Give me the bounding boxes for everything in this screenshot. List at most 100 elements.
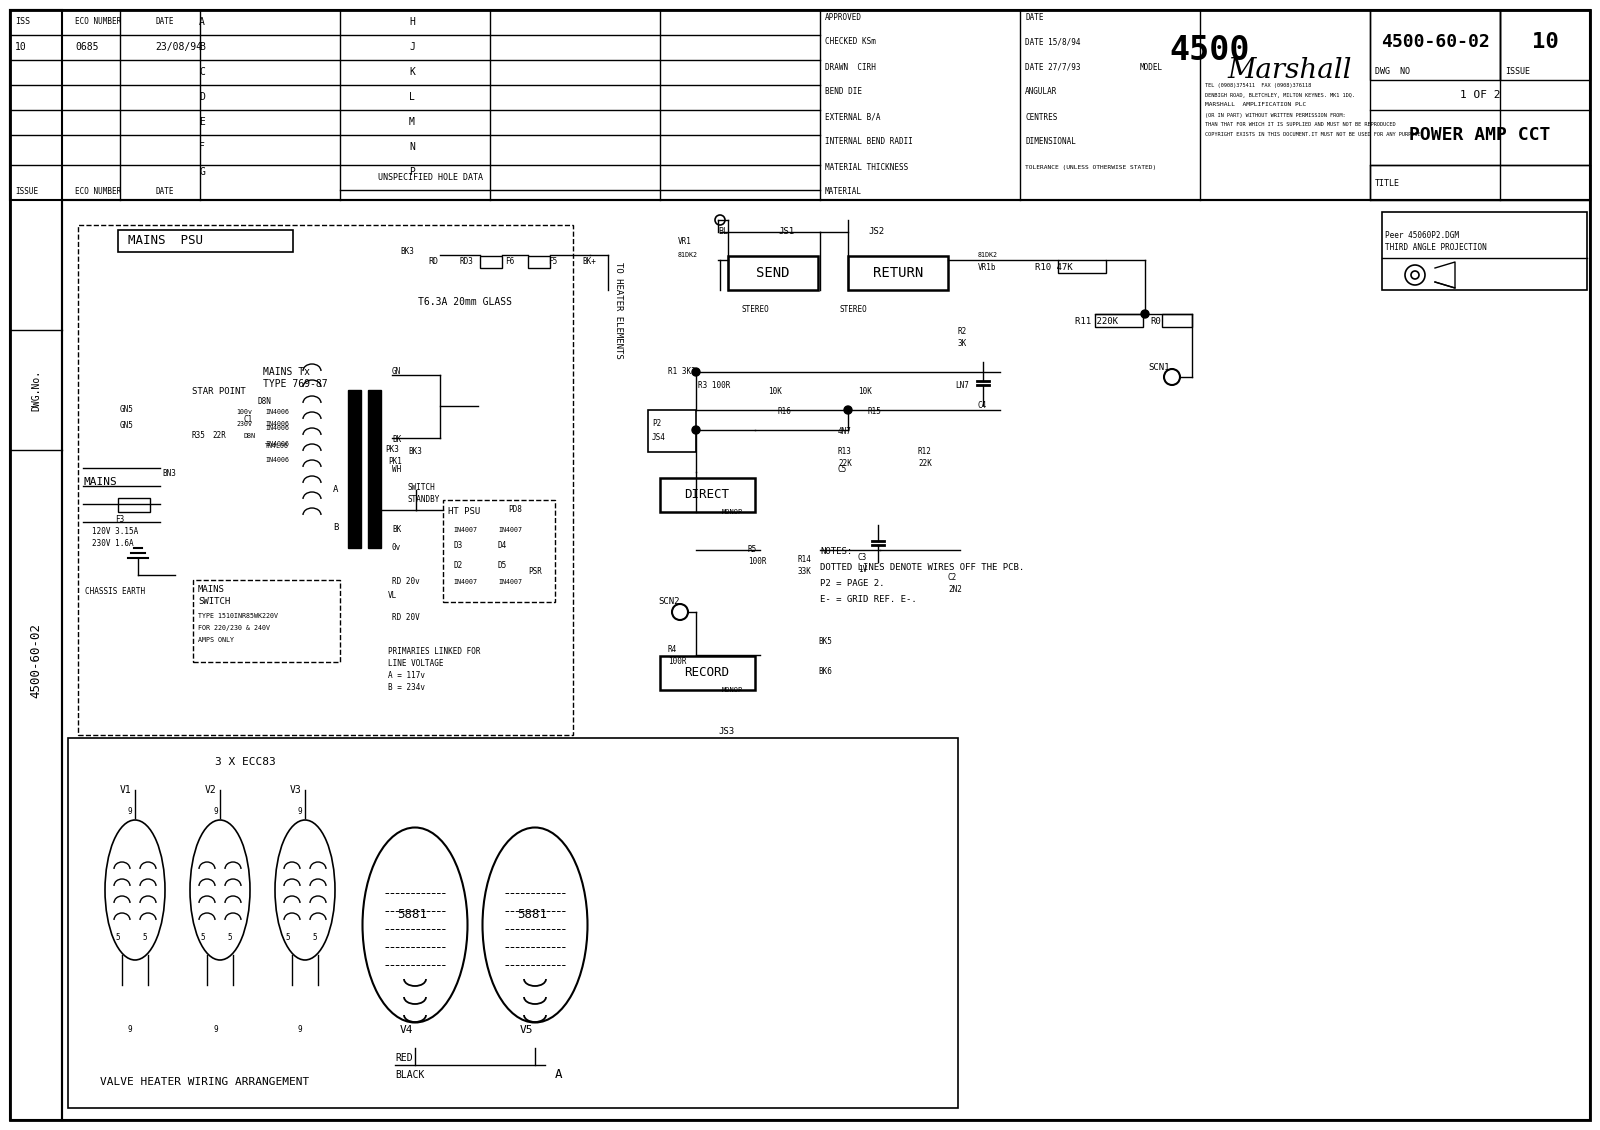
Text: 9: 9 [128,808,133,817]
Circle shape [1141,310,1149,318]
Text: 5: 5 [142,933,147,942]
Text: 9: 9 [128,1026,133,1034]
Text: M: M [410,118,414,127]
Text: VR1b: VR1b [978,263,997,272]
Text: STEREO: STEREO [742,305,770,314]
Text: JS4: JS4 [653,433,666,442]
Text: BN3: BN3 [162,469,176,478]
Text: WH: WH [392,466,402,475]
Text: 1V: 1V [858,565,867,574]
Text: IN4006: IN4006 [266,457,290,463]
Text: 9: 9 [213,1026,218,1034]
Text: F6: F6 [506,258,514,267]
Text: C4: C4 [978,400,987,409]
Text: D8N: D8N [258,398,272,407]
Text: MAINS  PSU: MAINS PSU [128,235,203,247]
Text: VR1: VR1 [678,237,691,246]
Text: JS1: JS1 [778,227,794,236]
Text: Peer 45060P2.DGM: Peer 45060P2.DGM [1386,231,1459,240]
Text: V2: V2 [205,785,216,796]
Text: PD8: PD8 [509,505,522,514]
Bar [10,10,1590,200]
Text: T6.3A 20mm GLASS: T6.3A 20mm GLASS [418,297,512,307]
Text: MAINS Tx: MAINS Tx [262,367,310,377]
Text: C: C [198,67,205,77]
Bar [661,657,755,690]
Text: BK5: BK5 [818,637,832,646]
Circle shape [845,406,851,414]
Text: MATERIAL THICKNESS: MATERIAL THICKNESS [826,163,909,172]
Bar [1382,212,1587,290]
Text: DOTTED LINES DENOTE WIRES OFF THE PCB.: DOTTED LINES DENOTE WIRES OFF THE PCB. [819,564,1024,573]
Bar [661,478,755,512]
Circle shape [691,368,701,376]
Bar [118,231,293,252]
Text: TEL (0908)375411  FAX (0908)376118: TEL (0908)375411 FAX (0908)376118 [1205,82,1312,87]
Text: G: G [198,167,205,177]
Text: MAINS: MAINS [83,477,117,487]
Text: R4: R4 [669,645,677,654]
Text: DIMENSIONAL: DIMENSIONAL [1026,138,1075,147]
Text: 5: 5 [200,933,205,942]
Bar [349,390,362,548]
Text: VL: VL [387,591,397,600]
Text: GN5: GN5 [120,406,134,415]
Text: 100v: 100v [237,409,253,415]
Text: MONOP: MONOP [722,687,744,693]
Text: R10 47K: R10 47K [1035,263,1072,272]
Text: B: B [198,42,205,52]
Text: 2N2: 2N2 [947,585,962,594]
Text: TYPE 769-87: TYPE 769-87 [262,379,328,389]
Text: B: B [333,523,338,532]
Text: DATE: DATE [1026,12,1043,21]
Text: TO HEATER ELEMENTS: TO HEATER ELEMENTS [613,262,622,358]
Text: HT PSU: HT PSU [448,507,480,516]
Text: IN4007: IN4007 [453,579,477,585]
Text: 120V 3.15A: 120V 3.15A [93,528,138,537]
Bar [648,410,696,452]
Text: A = 117v: A = 117v [387,671,426,680]
Bar [848,257,947,290]
Text: 5: 5 [227,933,232,942]
Text: JS2: JS2 [867,227,885,236]
Text: A: A [198,17,205,27]
Text: IN4007: IN4007 [453,527,477,533]
Text: RD: RD [429,258,438,267]
Text: LN7: LN7 [955,381,970,390]
Bar [118,498,150,512]
Text: TN4L06: TN4L06 [266,443,290,449]
Bar [10,10,62,1120]
Text: THIRD ANGLE PROJECTION: THIRD ANGLE PROJECTION [1386,243,1486,252]
Text: COPYRIGHT EXISTS IN THIS DOCUMENT.IT MUST NOT BE USED FOR ANY PURPOSE: COPYRIGHT EXISTS IN THIS DOCUMENT.IT MUS… [1205,132,1421,138]
Text: MONOP: MONOP [722,508,744,515]
Text: R2: R2 [958,328,968,337]
Bar [78,225,573,734]
Text: R1 3K3: R1 3K3 [669,367,696,376]
Text: R16: R16 [778,408,792,417]
Text: DRAWN  CIRH: DRAWN CIRH [826,62,875,71]
Text: DATE: DATE [155,188,173,197]
Text: PK1: PK1 [387,458,402,467]
Text: STANDBY: STANDBY [408,495,440,504]
Text: 100R: 100R [749,557,766,566]
Text: ECO NUMBER: ECO NUMBER [75,17,122,26]
Text: 3 X ECC83: 3 X ECC83 [214,757,275,767]
Text: V1: V1 [120,785,131,796]
Text: 5: 5 [312,933,317,942]
Text: R12: R12 [918,447,931,457]
Text: RED: RED [395,1053,413,1063]
Text: R13: R13 [838,447,851,457]
Text: STAR POINT: STAR POINT [192,388,246,397]
Text: 10K: 10K [858,388,872,397]
Text: BL: BL [718,227,728,236]
Text: K: K [410,67,414,77]
Text: LINE VOLTAGE: LINE VOLTAGE [387,660,443,669]
Text: 10K: 10K [768,388,782,397]
Text: R11 220K: R11 220K [1075,318,1118,327]
Text: APPROVED: APPROVED [826,12,862,21]
Text: BK6: BK6 [818,668,832,677]
Bar [194,580,339,662]
Bar [67,738,958,1109]
Text: CHECKED KSm: CHECKED KSm [826,37,875,46]
Text: RD 20v: RD 20v [392,577,419,586]
